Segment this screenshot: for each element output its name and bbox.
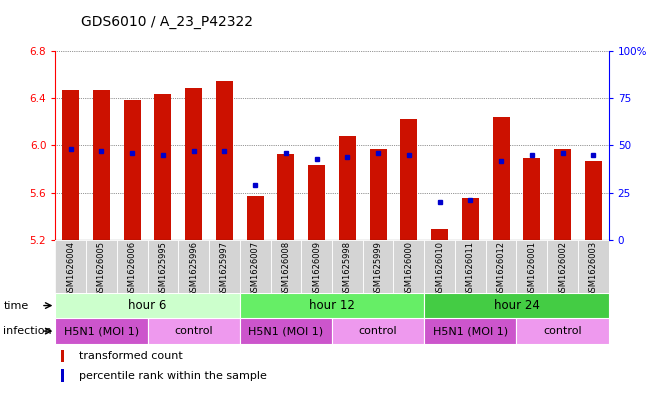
Bar (400, 119, 417, 240)
Text: GSM1625996: GSM1625996 (189, 241, 198, 298)
Text: GSM1626011: GSM1626011 (466, 241, 475, 298)
Text: GSM1625999: GSM1625999 (374, 241, 383, 297)
Bar (86, 240, 117, 293)
Bar (247, 196, 264, 240)
Bar (424, 318, 516, 344)
Text: GSM1626003: GSM1626003 (589, 241, 598, 298)
Bar (148, 318, 240, 344)
Bar (363, 240, 393, 293)
Text: GSM1626006: GSM1626006 (128, 241, 137, 298)
Text: transformed count: transformed count (79, 351, 182, 361)
Bar (209, 240, 240, 293)
Bar (186, 88, 202, 240)
Text: GSM1626005: GSM1626005 (97, 241, 106, 298)
Bar (339, 136, 356, 240)
Text: GSM1625997: GSM1625997 (220, 241, 229, 298)
Bar (493, 117, 510, 240)
Bar (424, 293, 609, 318)
Bar (332, 318, 424, 344)
Bar (240, 293, 424, 318)
Bar (154, 94, 171, 240)
Text: GSM1626004: GSM1626004 (66, 241, 76, 298)
Bar (55, 318, 148, 344)
Text: hour 24: hour 24 (493, 299, 540, 312)
Text: GSM1625995: GSM1625995 (158, 241, 167, 297)
Text: GSM1626012: GSM1626012 (497, 241, 506, 298)
Bar (61, 369, 64, 382)
Bar (240, 318, 332, 344)
Bar (516, 240, 547, 293)
Text: GSM1626000: GSM1626000 (404, 241, 413, 298)
Text: percentile rank within the sample: percentile rank within the sample (79, 371, 266, 381)
Bar (554, 149, 571, 240)
Text: H5N1 (MOI 1): H5N1 (MOI 1) (248, 326, 324, 336)
Bar (124, 100, 141, 240)
Bar (271, 240, 301, 293)
Bar (308, 165, 325, 240)
Text: H5N1 (MOI 1): H5N1 (MOI 1) (433, 326, 508, 336)
Bar (393, 240, 424, 293)
Bar (370, 149, 387, 240)
Bar (523, 158, 540, 240)
Bar (585, 161, 602, 240)
Bar (178, 240, 209, 293)
Text: hour 6: hour 6 (128, 299, 167, 312)
Text: infection: infection (3, 326, 52, 336)
Text: GSM1626007: GSM1626007 (251, 241, 260, 298)
Bar (578, 240, 609, 293)
Bar (148, 240, 178, 293)
Bar (62, 90, 79, 240)
Bar (117, 240, 148, 293)
Bar (55, 293, 240, 318)
Bar (462, 198, 478, 240)
Text: control: control (359, 326, 397, 336)
Text: time: time (3, 301, 29, 310)
Bar (424, 240, 455, 293)
Bar (216, 81, 233, 240)
Bar (277, 154, 294, 240)
Text: hour 12: hour 12 (309, 299, 355, 312)
Text: GSM1626001: GSM1626001 (527, 241, 536, 298)
Bar (486, 240, 516, 293)
Bar (93, 90, 110, 240)
Text: GSM1626009: GSM1626009 (312, 241, 321, 298)
Bar (455, 240, 486, 293)
Bar (55, 240, 86, 293)
Text: GSM1625998: GSM1625998 (343, 241, 352, 298)
Bar (516, 318, 609, 344)
Text: H5N1 (MOI 1): H5N1 (MOI 1) (64, 326, 139, 336)
Text: control: control (544, 326, 582, 336)
Bar (547, 240, 578, 293)
Text: GDS6010 / A_23_P42322: GDS6010 / A_23_P42322 (81, 15, 253, 29)
Bar (240, 240, 271, 293)
Text: GSM1626010: GSM1626010 (435, 241, 444, 298)
Bar (61, 350, 64, 362)
Bar (301, 240, 332, 293)
Bar (332, 240, 363, 293)
Text: control: control (174, 326, 213, 336)
Text: GSM1626002: GSM1626002 (558, 241, 567, 298)
Text: GSM1626008: GSM1626008 (281, 241, 290, 298)
Bar (431, 229, 448, 240)
